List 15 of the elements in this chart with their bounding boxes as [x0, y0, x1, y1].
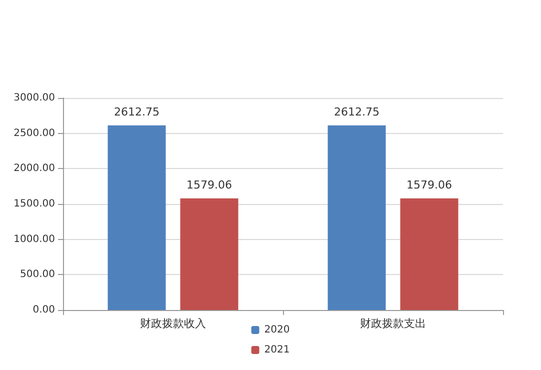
x-tick-label: 财政拨款支出 — [360, 317, 426, 330]
legend-label: 2021 — [264, 344, 290, 356]
y-tick-label: 0.00 — [32, 304, 55, 316]
y-tick-label: 3000.00 — [14, 92, 55, 104]
y-tick-label: 500.00 — [20, 269, 55, 280]
data-label: 2612.75 — [114, 105, 160, 118]
legend-label: 2020 — [264, 324, 290, 336]
data-label: 1579.06 — [186, 178, 232, 192]
x-tick-label: 财政拨款收入 — [140, 317, 206, 330]
y-tick-label: 1000.00 — [14, 234, 55, 245]
y-tick-label: 2500.00 — [14, 128, 55, 139]
data-label: 2612.75 — [334, 105, 380, 118]
y-tick-label: 2000.00 — [14, 163, 55, 174]
data-label: 1579.06 — [406, 178, 452, 192]
y-tick-label: 1500.00 — [14, 198, 55, 210]
